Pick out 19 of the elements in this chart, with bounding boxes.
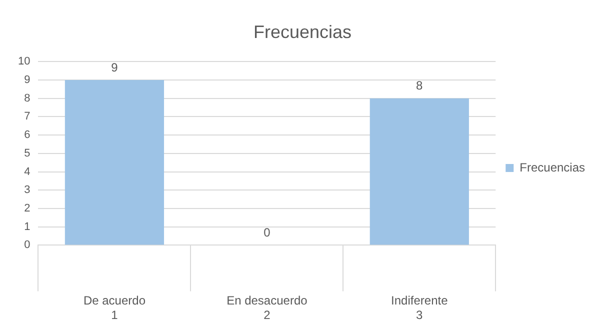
data-label: 0 xyxy=(264,226,271,240)
y-tick-label: 5 xyxy=(24,147,30,160)
x-tick-label: En desacuerdo 2 xyxy=(226,294,308,322)
y-tick-label: 9 xyxy=(24,74,30,86)
y-tick-label: 1 xyxy=(24,220,30,233)
y-tick-label: 7 xyxy=(24,110,30,123)
x-tick-label: Indiferente 3 xyxy=(391,294,448,322)
y-tick-label: 6 xyxy=(24,129,30,142)
chart-title: Frecuencias xyxy=(253,22,352,42)
y-tick-label: 4 xyxy=(24,166,30,178)
x-tick-label: De acuerdo 1 xyxy=(83,294,146,322)
legend-label: Frecuencias xyxy=(520,160,586,174)
y-tick-label: 2 xyxy=(24,202,30,215)
y-tick-label: 8 xyxy=(24,92,30,104)
y-tick-label: 3 xyxy=(24,184,30,196)
y-tick-label: 10 xyxy=(18,56,30,68)
y-tick-label: 0 xyxy=(24,239,30,252)
data-label: 8 xyxy=(416,78,424,93)
data-label: 9 xyxy=(111,60,118,74)
